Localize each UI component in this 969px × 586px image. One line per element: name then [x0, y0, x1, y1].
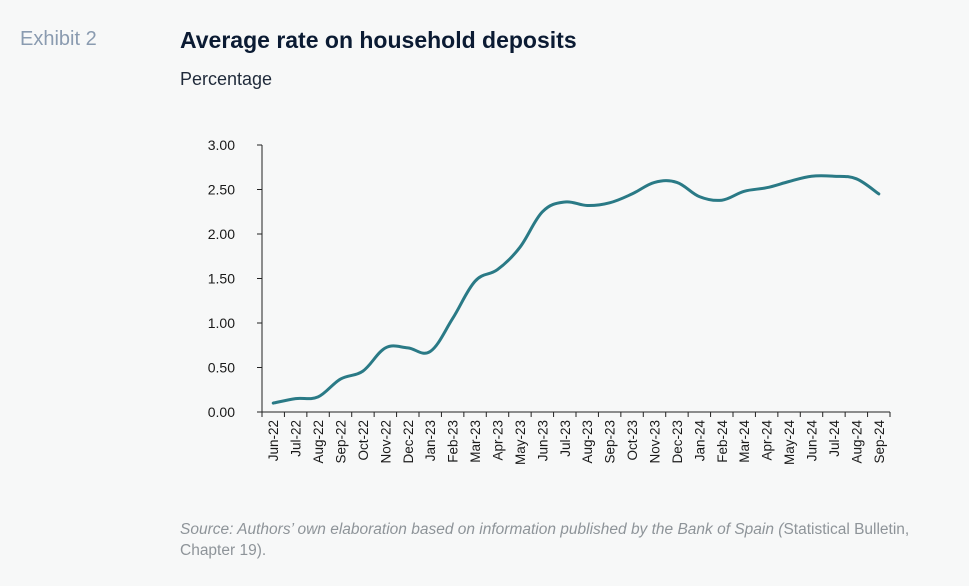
x-tick-label: May-23	[513, 420, 528, 465]
x-tick-label: Aug-23	[580, 420, 595, 464]
x-tick-label: Jul-23	[558, 420, 573, 457]
x-tick-label: Dec-23	[670, 420, 685, 464]
series-line	[271, 174, 881, 405]
x-tick-label: Oct-22	[356, 420, 371, 461]
x-tick-label: Jul-24	[827, 420, 842, 457]
x-tick-label: Sep-22	[334, 420, 349, 464]
x-tick-label: Jun-24	[805, 420, 820, 462]
x-tick-label: Feb-23	[446, 420, 461, 463]
x-tick-label: Apr-24	[760, 420, 775, 461]
x-tick-label: Sep-23	[603, 420, 618, 464]
chart-subtitle: Percentage	[180, 69, 273, 89]
y-tick-label: 1.50	[208, 271, 235, 287]
exhibit-label: Exhibit 2	[20, 28, 97, 50]
x-tick-label: Oct-23	[625, 420, 640, 461]
x-tick-label: Sep-24	[872, 420, 887, 464]
x-tick-label: Jun-23	[535, 420, 550, 461]
x-tick-label: Aug-24	[849, 420, 864, 464]
x-tick-label: Feb-24	[715, 420, 730, 463]
x-tick-label: Jan-24	[692, 420, 707, 462]
source-italic: Source: Authors’ own elaboration based o…	[180, 521, 784, 538]
series-group	[271, 174, 881, 405]
chart-title: Average rate on household deposits	[180, 27, 577, 53]
x-tick-label: Nov-23	[648, 420, 663, 464]
line-chart: 0.00 0.50 1.00 1.50 2.00 2.50 3.00 Jun-22 Jul-2…	[208, 137, 891, 466]
x-tick-label: Mar-23	[468, 420, 483, 463]
y-tick-label: 0.50	[208, 360, 235, 376]
y-axis: 0.00 0.50 1.00 1.50 2.00 2.50 3.00	[208, 137, 263, 420]
x-axis: Jun-22 Jul-22 Aug-22 Sep-22 Oct-22 Nov-22 Dec-…	[261, 411, 891, 466]
x-tick-label: May-24	[782, 420, 797, 466]
x-tick-label: Aug-22	[311, 420, 326, 464]
x-tick-label: Dec-22	[401, 420, 416, 464]
y-tick-label: 2.00	[208, 226, 235, 242]
y-tick-label: 3.00	[208, 137, 235, 153]
x-tick-label: Jul-22	[289, 420, 304, 457]
x-tick-label: Apr-23	[491, 420, 506, 461]
source-plain: Statistical Bulletin, Chapter 19).	[180, 521, 910, 559]
y-tick-label: 1.00	[208, 315, 235, 331]
x-tick-label: Jan-23	[423, 420, 438, 461]
y-tick-label: 0.00	[208, 404, 235, 420]
source-note: Source: Authors’ own elaboration based o…	[180, 519, 950, 561]
x-tick-label: Nov-22	[378, 420, 393, 464]
x-tick-label: Jun-22	[266, 420, 281, 461]
x-tick-label: Mar-24	[737, 420, 752, 463]
y-tick-label: 2.50	[208, 182, 235, 198]
